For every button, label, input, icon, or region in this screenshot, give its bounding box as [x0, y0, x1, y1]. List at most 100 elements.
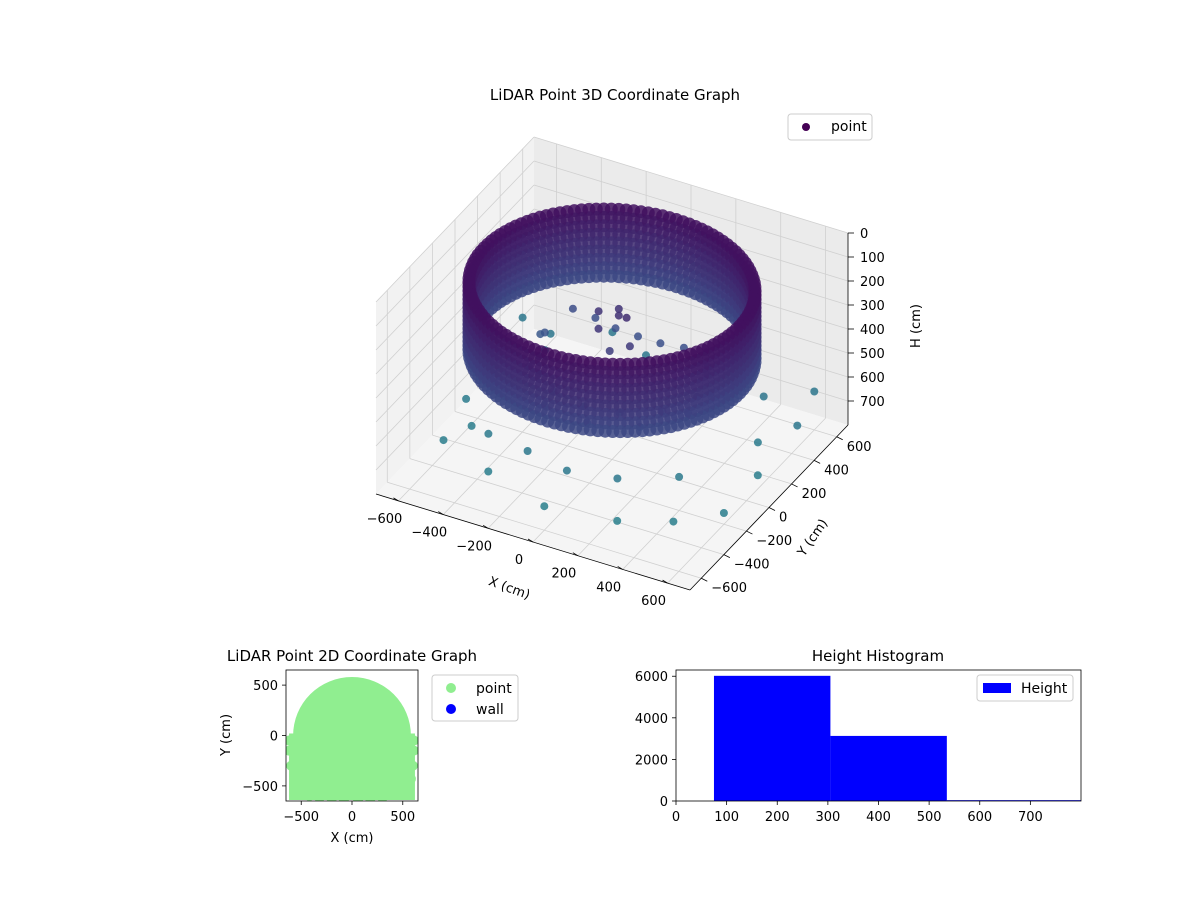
tick-label-x: −200: [456, 539, 492, 554]
scatter-point: [562, 466, 571, 475]
legend-label-height: Height: [1021, 681, 1068, 697]
tick-label-y: 500: [253, 679, 278, 694]
scatter-point: [656, 339, 665, 348]
scatter-point: [286, 760, 297, 771]
scatter-point: [311, 785, 322, 796]
grid-line-y-floor: [454, 411, 770, 508]
chart-3d-title: LiDAR Point 3D Coordinate Graph: [490, 86, 740, 104]
scatter-point: [591, 313, 600, 322]
tick-label-z: 700: [860, 395, 885, 410]
scatter-point: [286, 745, 295, 756]
chart-2d-title: LiDAR Point 2D Coordinate Graph: [227, 647, 477, 665]
scatter-point: [540, 502, 549, 511]
chart-histogram: Height Histogram 0 100 200 300 400 500 600 7000…: [635, 647, 1082, 825]
chart-2d-legend: point wall: [431, 674, 519, 722]
chart-2d-ylabel: Y (cm): [219, 714, 234, 757]
scatter-point: [611, 324, 620, 333]
scatter-point: [759, 392, 768, 401]
chart-3d-ticks: −600 −400 −200 0 200 400 600 −600 −400 −200 0 200 40…: [367, 227, 885, 609]
scatter-point: [625, 342, 634, 351]
tick-label-x: 0: [672, 810, 680, 825]
legend-marker-point: [446, 683, 456, 693]
tick-label-z: 100: [860, 251, 885, 266]
scatter-point: [605, 347, 614, 355]
chart-3d-zlabel: H (cm): [909, 304, 924, 348]
tick-label-y: 200: [802, 487, 827, 502]
histogram-legend: Height: [976, 674, 1074, 702]
tick-mark-y: [723, 554, 731, 559]
tick-label-x: 600: [641, 594, 666, 609]
scatter-point: [286, 735, 295, 746]
tick-label-z: 600: [860, 371, 885, 386]
wall-point: [583, 423, 597, 437]
scatter-point: [753, 471, 762, 480]
tick-mark-y: [768, 507, 776, 511]
legend-frame: [976, 674, 1074, 702]
tick-label-x: 300: [815, 810, 840, 825]
tick-mark-y: [701, 577, 708, 582]
scatter-point: [407, 760, 418, 771]
tick-mark-x: [572, 552, 579, 557]
tick-label-x: −600: [367, 512, 403, 527]
tick-label-y: 4000: [635, 712, 668, 727]
grid-line-z-back: [533, 160, 849, 258]
grid-line-z-left: [375, 160, 535, 327]
tick-mark-x: [617, 566, 623, 570]
scatter-point: [439, 436, 448, 445]
scatter-point: [568, 304, 577, 313]
tick-label-x: 400: [866, 810, 891, 825]
scatter-point: [523, 447, 532, 455]
tick-mark-x: [393, 497, 399, 502]
legend-marker-wall: [446, 704, 456, 714]
tick-label-z: 200: [860, 275, 885, 290]
tick-label-x: 700: [1018, 810, 1043, 825]
histogram-title: Height Histogram: [812, 647, 944, 665]
scatter-point: [622, 313, 631, 322]
scatter-point: [408, 745, 418, 756]
chart-2d: LiDAR Point 2D Coordinate Graph −500 0 500…: [219, 647, 519, 846]
tick-label-y: 6000: [635, 670, 668, 685]
scatter-point: [719, 509, 728, 517]
scatter-point: [518, 313, 527, 322]
scatter-point: [484, 429, 493, 438]
scatter-point: [810, 387, 819, 396]
scatter-point: [382, 786, 393, 797]
tick-label-x: 600: [967, 810, 992, 825]
tick-label-y: −600: [711, 581, 747, 596]
scatter-point: [613, 474, 622, 483]
legend-marker-point: [802, 123, 810, 131]
tick-label-y: 0: [779, 511, 787, 526]
chart-2d-xlabel: X (cm): [331, 831, 374, 846]
tick-mark-x: [482, 524, 489, 529]
scatter-point: [353, 794, 364, 801]
histogram-ticks: 0 100 200 300 400 500 600 700 0 2000 4000 6000: [635, 670, 1043, 825]
scatter-point: [365, 793, 376, 801]
scatter-point: [669, 517, 678, 526]
histogram-bar: [946, 800, 1081, 801]
scatter-point: [290, 775, 301, 786]
tick-label-x: 200: [551, 567, 576, 582]
scatter-point: [399, 784, 410, 795]
scatter-point: [634, 332, 642, 341]
grid-line-y-floor: [387, 481, 702, 579]
tick-label-y: −500: [242, 780, 278, 795]
tick-label-y: 0: [270, 730, 278, 745]
grid-line-z-left: [375, 136, 535, 303]
legend-frame: [787, 113, 873, 141]
chart-3d-legend: point: [787, 113, 873, 141]
grid-line-y-floor: [409, 458, 724, 556]
grid-line-z-left: [375, 184, 535, 351]
scatter-point: [594, 307, 603, 316]
legend-label-point: point: [476, 681, 512, 697]
scatter-point: [540, 328, 549, 337]
tick-label-y: 0: [660, 795, 668, 810]
scatter-point: [613, 516, 622, 525]
tick-label-z: 400: [860, 323, 885, 338]
tick-label-x: 500: [917, 810, 942, 825]
tick-label-x: 0: [515, 553, 523, 568]
tick-label-z: 0: [860, 227, 868, 242]
tick-label-z: 300: [860, 299, 885, 314]
scatter-point: [467, 421, 476, 430]
chart-3d-points: [439, 202, 819, 526]
tick-label-y: 2000: [635, 753, 668, 768]
